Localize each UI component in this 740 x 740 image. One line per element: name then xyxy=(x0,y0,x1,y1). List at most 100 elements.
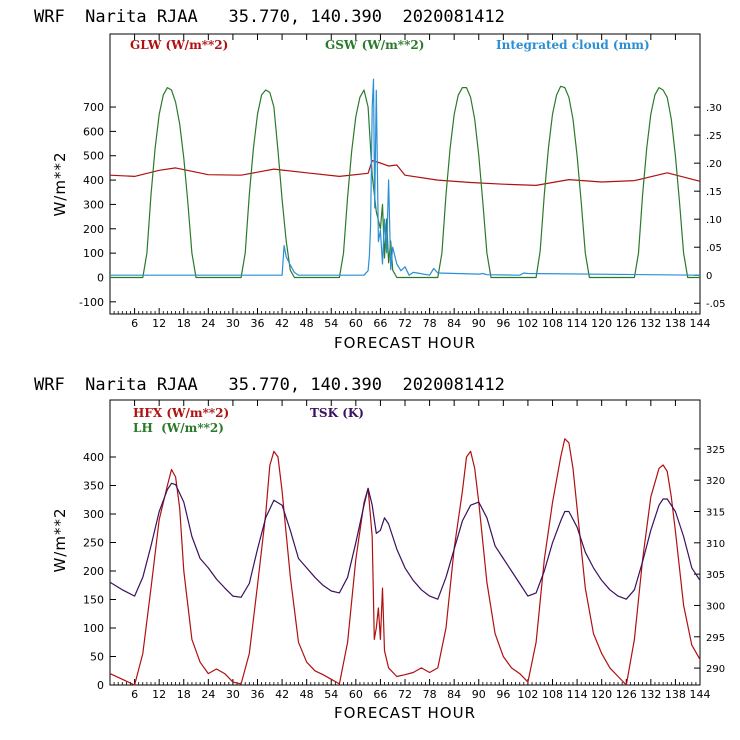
series-line-integrated-cloud-mm xyxy=(110,78,701,276)
chart-bottom-series xyxy=(109,438,701,686)
x-tick-label: 36 xyxy=(251,688,265,701)
x-tick-label: 126 xyxy=(616,317,637,330)
x-tick-label: 144 xyxy=(690,317,711,330)
x-tick-label: 60 xyxy=(349,317,363,330)
x-tick-label: 30 xyxy=(226,688,240,701)
chart-bottom-title: WRF Narita RJAA 35.770, 140.390 20200814… xyxy=(34,375,505,395)
x-tick-label: 42 xyxy=(275,317,289,330)
chart-bottom-ylabel: W/m**2 xyxy=(51,507,69,572)
chart-top-xlabel: FORECAST HOUR xyxy=(334,334,476,352)
x-tick-label: 18 xyxy=(177,688,191,701)
y2-tick-label: 315 xyxy=(706,507,725,518)
x-tick-label: 96 xyxy=(496,317,510,330)
series-line-gsw-w-m-2 xyxy=(110,85,700,279)
chart-top-title: WRF Narita RJAA 35.770, 140.390 20200814… xyxy=(34,7,505,27)
x-tick-label: 144 xyxy=(690,688,711,701)
x-tick-label: 84 xyxy=(447,688,461,701)
x-tick-label: 78 xyxy=(423,317,437,330)
series-line-glw-w-m-2 xyxy=(109,160,701,186)
x-tick-label: 84 xyxy=(447,317,461,330)
x-tick-label: 66 xyxy=(373,317,387,330)
chart-bottom-plot-frame xyxy=(109,399,701,686)
x-tick-label: 96 xyxy=(496,688,510,701)
y2-tick-label: .05 xyxy=(706,243,722,254)
y2-tick-label: 300 xyxy=(706,601,725,612)
y2-tick-label: 295 xyxy=(706,633,725,644)
legend-glw: GLW (W/m**2) xyxy=(130,38,228,52)
x-tick-label: 66 xyxy=(373,688,387,701)
x-tick-label: 114 xyxy=(567,317,588,330)
y-tick-label: 150 xyxy=(83,594,104,607)
y-tick-label: 500 xyxy=(83,150,104,163)
chart-top-ticks: 6 12 18 24 30 36 42 48 54 60 66 72 78 84 90 96 102 108 114… xyxy=(79,34,726,330)
x-tick-label: 114 xyxy=(567,688,588,701)
series-line-tsk-k xyxy=(109,482,701,600)
chart-bottom: WRF Narita RJAA 35.770, 140.390 20200814… xyxy=(34,375,725,722)
y2-tick-label: .30 xyxy=(706,103,722,114)
chart-bottom-xlabel: FORECAST HOUR xyxy=(334,704,476,722)
y2-tick-label: 325 xyxy=(706,445,725,456)
y-tick-label: 200 xyxy=(83,565,104,578)
x-tick-label: 48 xyxy=(300,688,314,701)
x-tick-label: 78 xyxy=(423,688,437,701)
x-tick-label: 60 xyxy=(349,688,363,701)
x-tick-label: 138 xyxy=(665,688,686,701)
y-tick-label: 300 xyxy=(83,198,104,211)
series-line-hfx-w-m-2 xyxy=(109,438,701,686)
x-tick-label: 54 xyxy=(324,317,338,330)
y-tick-label: 400 xyxy=(83,174,104,187)
x-tick-label: 12 xyxy=(152,317,166,330)
chart-bottom-ticks: 6 12 18 24 30 36 42 48 54 60 66 72 78 84 90 96 102 108 114… xyxy=(83,400,725,701)
y2-tick-label: .20 xyxy=(706,159,722,170)
y-tick-label: -100 xyxy=(79,296,104,309)
x-tick-label: 108 xyxy=(542,317,563,330)
y-tick-label: 700 xyxy=(83,101,104,114)
x-tick-label: 12 xyxy=(152,688,166,701)
x-tick-label: 108 xyxy=(542,688,563,701)
y-tick-label: 0 xyxy=(97,679,104,692)
chart-top-plot-frame xyxy=(109,33,701,315)
x-tick-label: 18 xyxy=(177,317,191,330)
y2-tick-label: -.05 xyxy=(706,299,726,310)
y2-tick-label: 290 xyxy=(706,664,725,675)
y-tick-label: 600 xyxy=(83,125,104,138)
y2-tick-label: .10 xyxy=(706,215,722,226)
x-tick-label: 126 xyxy=(616,688,637,701)
x-tick-label: 138 xyxy=(665,317,686,330)
y-tick-label: 50 xyxy=(90,651,104,664)
x-tick-label: 42 xyxy=(275,688,289,701)
x-tick-label: 102 xyxy=(517,317,538,330)
y2-tick-label: 310 xyxy=(706,539,725,550)
x-tick-label: 120 xyxy=(591,317,612,330)
legend-hfx: HFX (W/m**2) xyxy=(133,406,229,420)
legend-lh: LH (W/m**2) xyxy=(133,421,224,435)
x-tick-label: 6 xyxy=(131,688,138,701)
y-tick-label: 350 xyxy=(83,480,104,493)
legend-gsw: GSW (W/m**2) xyxy=(325,38,424,52)
x-tick-label: 24 xyxy=(201,317,215,330)
x-tick-label: 120 xyxy=(591,688,612,701)
legend-integrated-cloud: Integrated cloud (mm) xyxy=(496,38,650,52)
x-tick-label: 90 xyxy=(472,688,486,701)
y2-tick-label: 320 xyxy=(706,476,725,487)
x-tick-label: 24 xyxy=(201,688,215,701)
chart-top: WRF Narita RJAA 35.770, 140.390 20200814… xyxy=(34,7,726,352)
y2-tick-label: 0 xyxy=(706,271,712,282)
y-tick-label: 300 xyxy=(83,508,104,521)
x-tick-label: 132 xyxy=(640,688,661,701)
y-tick-label: 0 xyxy=(97,271,104,284)
y2-tick-label: .15 xyxy=(706,187,722,198)
y-tick-label: 100 xyxy=(83,247,104,260)
chart-top-ylabel: W/m**2 xyxy=(51,151,69,216)
x-tick-label: 30 xyxy=(226,317,240,330)
y2-tick-label: 305 xyxy=(706,570,725,581)
y-tick-label: 200 xyxy=(83,223,104,236)
x-tick-label: 48 xyxy=(300,317,314,330)
y-tick-label: 100 xyxy=(83,622,104,635)
y-tick-label: 400 xyxy=(83,451,104,464)
x-tick-label: 132 xyxy=(640,317,661,330)
x-tick-label: 36 xyxy=(251,317,265,330)
x-tick-label: 6 xyxy=(131,317,138,330)
x-tick-label: 90 xyxy=(472,317,486,330)
